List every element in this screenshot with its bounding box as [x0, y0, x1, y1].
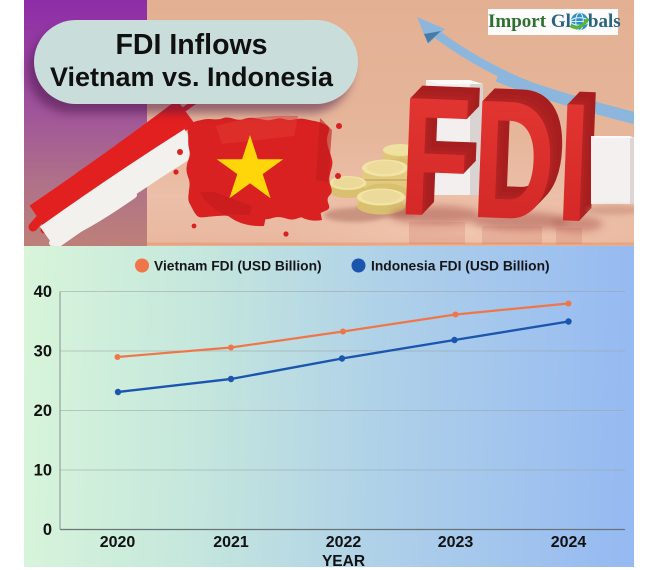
svg-text:YEAR: YEAR [322, 553, 365, 567]
svg-text:FDI: FDI [399, 58, 598, 246]
svg-text:FDI: FDI [405, 52, 604, 246]
svg-text:2022: 2022 [326, 534, 362, 551]
svg-text:FDI: FDI [402, 55, 601, 246]
svg-text:FDI: FDI [407, 50, 606, 246]
svg-text:0: 0 [43, 521, 52, 539]
svg-text:FDI: FDI [403, 54, 602, 246]
svg-text:FDI: FDI [397, 60, 596, 246]
svg-text:FDI: FDI [406, 50, 605, 246]
svg-text:FDI: FDI [400, 57, 599, 246]
svg-text:10: 10 [34, 462, 52, 480]
svg-text:FDI: FDI [409, 48, 608, 245]
svg-text:40: 40 [34, 283, 52, 301]
svg-text:2024: 2024 [551, 534, 587, 551]
svg-text:FDI: FDI [406, 51, 605, 246]
svg-text:30: 30 [34, 343, 52, 361]
svg-text:FDI: FDI [408, 49, 607, 246]
svg-text:FDI: FDI [398, 59, 597, 246]
svg-text:FDI: FDI [400, 57, 599, 246]
svg-text:FDI: FDI [397, 61, 596, 246]
svg-text:Vietnam FDI (USD Billion): Vietnam FDI (USD Billion) [154, 259, 322, 274]
svg-text:FDI: FDI [404, 53, 603, 246]
svg-text:Indonesia FDI (USD Billion): Indonesia FDI (USD Billion) [371, 259, 550, 274]
svg-text:2020: 2020 [100, 534, 136, 551]
svg-text:2021: 2021 [213, 534, 249, 551]
svg-text:FDI: FDI [401, 56, 600, 246]
svg-text:FDI: FDI [403, 54, 602, 246]
svg-text:20: 20 [34, 402, 52, 420]
svg-text:2023: 2023 [438, 534, 474, 551]
